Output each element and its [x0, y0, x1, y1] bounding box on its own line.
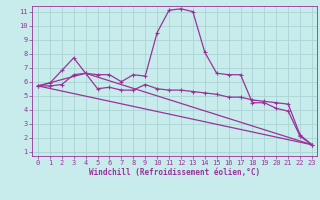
X-axis label: Windchill (Refroidissement éolien,°C): Windchill (Refroidissement éolien,°C) — [89, 168, 260, 177]
